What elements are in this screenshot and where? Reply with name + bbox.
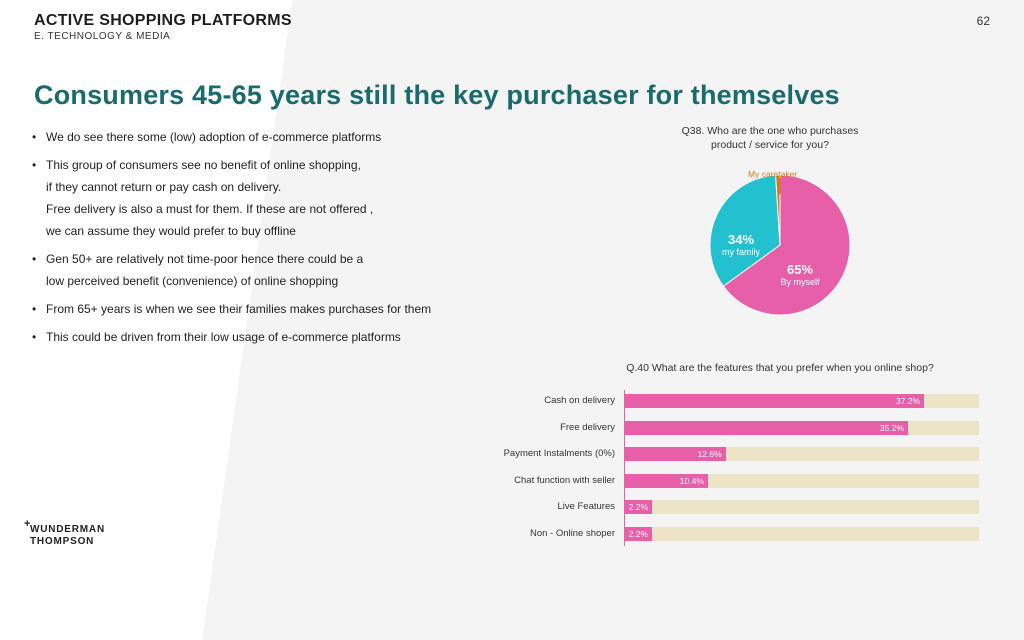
bullet-item: This group of consumers see no benefit o… <box>32 154 552 242</box>
pie-callout-line <box>779 178 781 194</box>
logo-line: THOMPSON <box>30 536 95 547</box>
bar-category-label: Chat function with seller <box>514 474 615 486</box>
slide: ACTIVE SHOPPING PLATFORMS E. TECHNOLOGY … <box>0 0 1024 566</box>
header-subtitle: E. TECHNOLOGY & MEDIA <box>34 31 171 42</box>
pie-label-myself: 65% By myself <box>770 262 830 287</box>
pie-question-line: Q38. Who are the one who purchases <box>681 125 859 137</box>
bar-category-label: Live Features <box>557 501 615 512</box>
bullet-line: if they cannot return or pay cash on del… <box>46 180 282 194</box>
bar-track: 2.2% <box>624 526 979 541</box>
bar-row: Chat function with seller 10.4% <box>440 473 1000 489</box>
bullet-item: Gen 50+ are relatively not time-poor hen… <box>32 248 552 292</box>
pie-slice <box>722 174 851 316</box>
bullet-line: This group of consumers see no benefit o… <box>46 158 361 172</box>
bullet-line: we can assume they would prefer to buy o… <box>46 224 296 238</box>
bullet-item: From 65+ years is when we see their fami… <box>32 298 552 320</box>
bullet-line: From 65+ years is when we see their fami… <box>46 302 432 316</box>
bar-category-label: Non - Online shoper <box>529 527 615 539</box>
bar-value-label: 12.6% <box>697 449 722 459</box>
pie-label-family: 34% my family <box>716 232 766 257</box>
bar-question: Q.40 What are the features that you pref… <box>626 362 934 374</box>
logo-line: WUNDERMAN <box>30 524 105 535</box>
bar: 2.2% <box>624 500 652 514</box>
bar-row: Live Features 2.2% <box>440 499 1000 515</box>
bullet-line: Free delivery is also a must for them. I… <box>46 202 374 216</box>
bar-value-label: 10.4% <box>679 475 704 486</box>
slide-title: Consumers 45-65 years still the key purc… <box>34 80 840 110</box>
bar-row: Non - Online shoper 2.2% <box>440 526 1000 542</box>
bullet-line: low perceived benefit (convenience) of o… <box>46 274 339 288</box>
bar-row: Cash on delivery 37.2% <box>440 393 1000 409</box>
bullet-line: This could be driven from their low usag… <box>46 330 401 344</box>
pie-chart <box>709 174 851 316</box>
pie-pct: 65% <box>786 262 814 277</box>
bar: 37.2% <box>624 394 925 408</box>
bar-row: Free delivery 35.2% <box>440 420 1000 436</box>
company-logo: + WUNDERMAN THOMPSON <box>24 518 105 548</box>
bar-value-label: 37.2% <box>896 396 921 406</box>
page-number: 62 <box>976 14 990 28</box>
bar-track: 37.2% <box>624 394 979 408</box>
bar-category-label: Cash on delivery <box>544 395 615 406</box>
bar-axis-line <box>624 390 625 546</box>
bar: 10.4% <box>624 473 708 488</box>
bullet-line: We do see there some (low) adoption of e… <box>46 130 382 144</box>
pie-label-caretaker: My caretaker <box>748 169 798 179</box>
bar: 35.2% <box>624 420 908 435</box>
pie-pct: 34% <box>727 232 755 247</box>
bar-category-label: Free delivery <box>560 421 615 433</box>
bar-category-label: Payment Instalments (0%) <box>503 448 615 459</box>
pie-slice <box>709 174 781 287</box>
pie-slice-name: my family <box>722 247 760 257</box>
bar-value-label: 2.2% <box>628 528 648 539</box>
bar-track: 2.2% <box>624 500 979 514</box>
bullet-list: We do see there some (low) adoption of e… <box>32 126 552 354</box>
bar-chart: Cash on delivery 37.2% Free delivery 35.2% P… <box>440 390 1000 550</box>
bar-value-label: 35.2% <box>879 422 904 433</box>
bar-track: 10.4% <box>624 473 979 488</box>
header-title: ACTIVE SHOPPING PLATFORMS <box>34 12 292 29</box>
bar-row: Payment Instalments (0%) 12.6% <box>440 446 1000 462</box>
bar-value-label: 2.2% <box>628 502 648 512</box>
bullet-item: This could be driven from their low usag… <box>32 326 552 348</box>
bar-track: 35.2% <box>624 420 979 435</box>
bar: 2.2% <box>624 526 652 541</box>
bullet-line: Gen 50+ are relatively not time-poor hen… <box>46 252 364 266</box>
pie-slice <box>775 174 781 246</box>
pie-question-line: product / service for you? <box>711 139 829 151</box>
bar: 12.6% <box>624 447 726 461</box>
pie-question: Q38. Who are the one who purchases produ… <box>640 124 900 152</box>
pie-slice-name: By myself <box>780 277 820 287</box>
bullet-item: We do see there some (low) adoption of e… <box>32 126 552 148</box>
bar-track: 12.6% <box>624 447 979 461</box>
logo-plus-mark: + <box>24 518 32 530</box>
